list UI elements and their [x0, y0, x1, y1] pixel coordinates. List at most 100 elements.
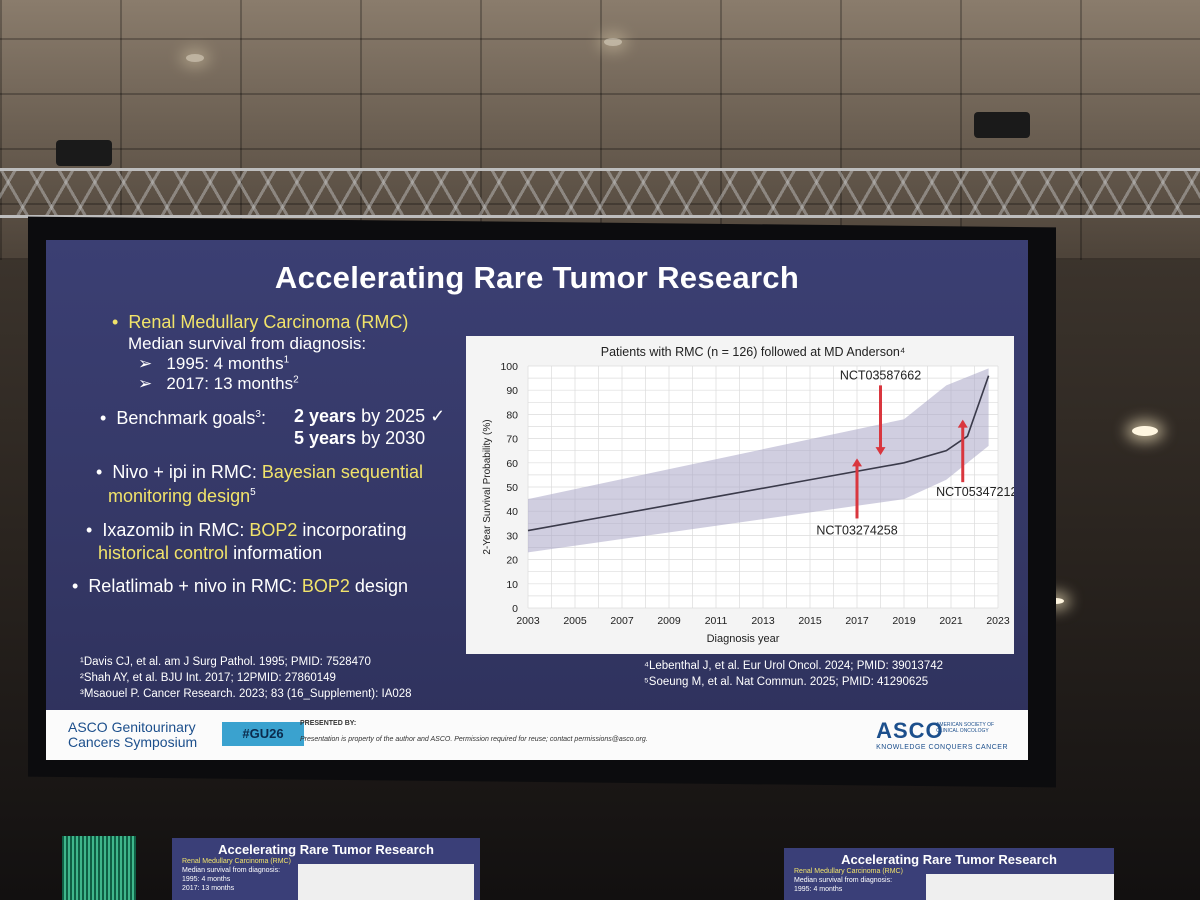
confidence-band	[528, 368, 989, 553]
sub-bullet-1995: ➢ 1995: 4 months1	[138, 354, 290, 373]
ixa-text-3: information	[228, 543, 323, 563]
sup-3: 3	[255, 409, 261, 420]
y-tick-label: 10	[506, 579, 518, 591]
asco-wordmark: ASCO	[876, 718, 944, 743]
ixa-text: Ixazomib in RMC:	[102, 520, 250, 540]
repeat-monitor-rmc: Renal Medullary Carcinoma (RMC)	[182, 858, 291, 865]
goal-2025: 2 years by 2025 ✓	[294, 406, 445, 427]
nivo-line-2: monitoring design5	[108, 486, 256, 507]
annotation-label: NCT03587662	[840, 368, 921, 382]
repeat-monitor-2017: 2017: 13 months	[182, 885, 235, 892]
x-tick-label: 2011	[705, 615, 728, 627]
sup-1: 1	[283, 354, 290, 366]
chart-title: Patients with RMC (n = 126) followed at …	[601, 345, 905, 359]
repeat-monitor-1995-right: 1995: 4 months	[794, 886, 843, 893]
survival-chart-panel: 0 10 20 30 40 50 60 70 80 90 100 2003 2005 2007 2009 20…	[466, 336, 1017, 654]
asco-gu-line1: ASCO Genitourinary	[68, 719, 196, 735]
bullet-ixazomib: • Ixazomib in RMC: BOP2 incorporating	[86, 520, 407, 540]
x-tick-label: 2009	[657, 615, 681, 627]
bullet-nivo: • Nivo + ipi in RMC: Bayesian sequential	[96, 462, 423, 482]
lighting-truss	[0, 168, 1200, 218]
side-led-screen	[62, 836, 136, 900]
annotation-arrowhead	[957, 419, 968, 428]
sub-1995-text: 1995: 4 months	[166, 354, 284, 373]
ixa-text-2: incorporating	[297, 520, 407, 540]
y-tick-label: 30	[506, 530, 518, 542]
benchmark-label: Benchmark goals	[116, 408, 256, 428]
repeat-monitor-left: Accelerating Rare Tumor Research Renal M…	[172, 838, 480, 900]
x-tick-label: 2019	[892, 615, 916, 627]
y-tick-label: 0	[512, 603, 518, 615]
hashtag-badge: #GU26	[222, 722, 304, 746]
sub-bullet-2017: ➢ 2017: 13 months2	[138, 374, 299, 393]
presented-by-label: PRESENTED BY:	[300, 720, 357, 727]
bullet-relatlimab: • Relatlimab + nivo in RMC: BOP2 design	[72, 576, 408, 596]
repeat-monitor-chart	[298, 864, 474, 900]
x-tick-label: 2021	[939, 615, 963, 627]
y-tick-label: 100	[500, 361, 518, 373]
goal-2025-rest: by 2025 ✓	[356, 406, 446, 426]
asco-gu-logo: ASCO Genitourinary Cancers Symposium	[68, 720, 197, 750]
footnote-4: ⁴Lebenthal J, et al. Eur Urol Oncol. 202…	[644, 660, 944, 672]
bullet-rmc: • Renal Medullary Carcinoma (RMC)	[112, 312, 409, 332]
ixa-highlight: BOP2	[249, 520, 298, 540]
repeat-monitor-median: Median survival from diagnosis:	[182, 867, 281, 874]
goal-2025-bold: 2 years	[294, 406, 357, 426]
ixa-line-2: historical control information	[98, 543, 322, 564]
repeat-monitor-right: Accelerating Rare Tumor Research Renal M…	[784, 848, 1114, 900]
repeat-monitor-chart-right	[926, 874, 1114, 900]
slide-title: Accelerating Rare Tumor Research	[274, 260, 800, 295]
repeat-monitor-title-right: Accelerating Rare Tumor Research	[841, 852, 1057, 867]
goal-2030-rest: by 2030	[356, 428, 426, 448]
x-tick-label: 2023	[986, 615, 1010, 627]
footnote-5: ⁵Soeung M, et al. Nat Commun. 2025; PMID…	[644, 676, 929, 688]
ceiling-light	[1132, 426, 1158, 436]
y-tick-label: 90	[506, 385, 518, 397]
median-survival-text: Median survival from diagnosis:	[128, 334, 367, 353]
repeat-monitor-1995: 1995: 4 months	[182, 876, 231, 883]
y-tick-label: 20	[506, 555, 518, 567]
y-tick-label: 60	[506, 458, 518, 470]
presentation-slide: Accelerating Rare Tumor Research • Renal…	[46, 240, 1028, 760]
sub-2017-text: 2017: 13 months	[166, 374, 294, 393]
x-tick-label: 2015	[798, 615, 822, 627]
x-tick-label: 2017	[845, 615, 869, 627]
rmc-text: Renal Medullary Carcinoma (RMC)	[128, 312, 409, 332]
nivo-highlight-1: Bayesian sequential	[261, 462, 423, 482]
annotation-arrowhead	[852, 458, 862, 467]
survival-chart: 0 10 20 30 40 50 60 70 80 90 100 2003 2005 2007 2009 20…	[482, 345, 1017, 645]
x-tick-label: 2005	[563, 615, 587, 627]
x-axis-label: Diagnosis year	[707, 633, 780, 645]
sup-2: 2	[293, 374, 299, 386]
footnotes-right: ⁴Lebenthal J, et al. Eur Urol Oncol. 202…	[644, 658, 943, 690]
stage-light-right	[974, 112, 1030, 138]
repeat-monitor-title: Accelerating Rare Tumor Research	[218, 842, 434, 857]
benchmark-colon: :	[260, 408, 266, 428]
y-axis-label: 2-Year Survival Probability (%)	[482, 419, 493, 554]
ixa-highlight-2: historical control	[98, 543, 229, 563]
bullet-benchmark: • Benchmark goals3:	[100, 408, 266, 428]
rela-text: Relatlimab + nivo in RMC:	[88, 576, 302, 596]
footnote-2: ²Shah AY, et al. BJU Int. 2017; 12PMID: …	[80, 672, 336, 684]
annotation-label: NCT05347212	[936, 485, 1014, 499]
annotation-label: NCT03274258	[816, 523, 897, 537]
y-tick-label: 70	[506, 434, 518, 446]
x-tick-label: 2003	[516, 615, 540, 627]
goal-2030-bold: 5 years	[294, 428, 357, 448]
asco-org-name: AMERICAN SOCIETY OF CLINICAL ONCOLOGY	[936, 722, 995, 734]
footnote-1: ¹Davis CJ, et al. am J Surg Pathol. 1995…	[80, 656, 371, 668]
y-tick-label: 50	[506, 482, 518, 494]
annotation-arrowhead	[875, 447, 886, 456]
goal-2030: 5 years by 2030	[294, 428, 425, 449]
ceiling-light	[186, 54, 204, 62]
ceiling-light	[604, 38, 622, 46]
stage-light-left	[56, 140, 112, 166]
repeat-monitor-median-right: Median survival from diagnosis:	[794, 877, 893, 884]
slide-footer: ASCO Genitourinary Cancers Symposium #GU…	[46, 710, 1028, 760]
footnotes-left: ¹Davis CJ, et al. am J Surg Pathol. 1995…	[80, 654, 412, 702]
nivo-text: Nivo + ipi in RMC:	[112, 462, 262, 482]
asco-tagline: KNOWLEDGE CONQUERS CANCER	[876, 744, 1008, 751]
x-tick-label: 2007	[610, 615, 634, 627]
x-tick-label: 2013	[751, 615, 775, 627]
nivo-highlight-2: monitoring design	[108, 486, 251, 506]
